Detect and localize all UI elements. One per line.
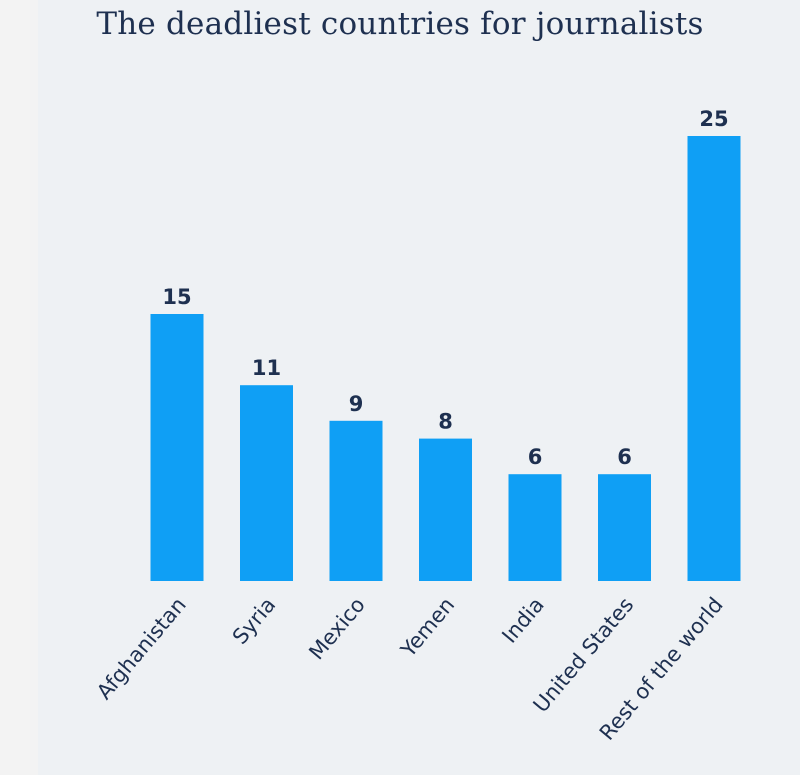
bar-afghanistan xyxy=(150,314,204,581)
value-label-united-states: 6 xyxy=(617,445,632,469)
category-label-india: India xyxy=(497,593,549,648)
bar-mexico xyxy=(329,420,383,581)
value-label-india: 6 xyxy=(528,445,543,469)
value-label-rest-of-the-world: 25 xyxy=(699,107,728,131)
bar-yemen xyxy=(419,438,472,581)
bar-rest-of-the-world xyxy=(687,136,741,581)
category-label-yemen: Yemen xyxy=(396,593,460,663)
value-label-yemen: 8 xyxy=(438,410,453,434)
category-label-afghanistan: Afghanistan xyxy=(92,593,191,704)
bar-syria xyxy=(240,385,293,581)
value-label-mexico: 9 xyxy=(349,392,364,416)
value-label-afghanistan: 15 xyxy=(162,285,191,309)
category-label-mexico: Mexico xyxy=(304,593,370,665)
value-label-syria: 11 xyxy=(252,356,281,380)
chart-title: The deadliest countries for journalists xyxy=(96,6,704,42)
bar-united-states xyxy=(598,474,651,581)
bar-india xyxy=(508,474,562,581)
category-label-syria: Syria xyxy=(228,593,281,649)
